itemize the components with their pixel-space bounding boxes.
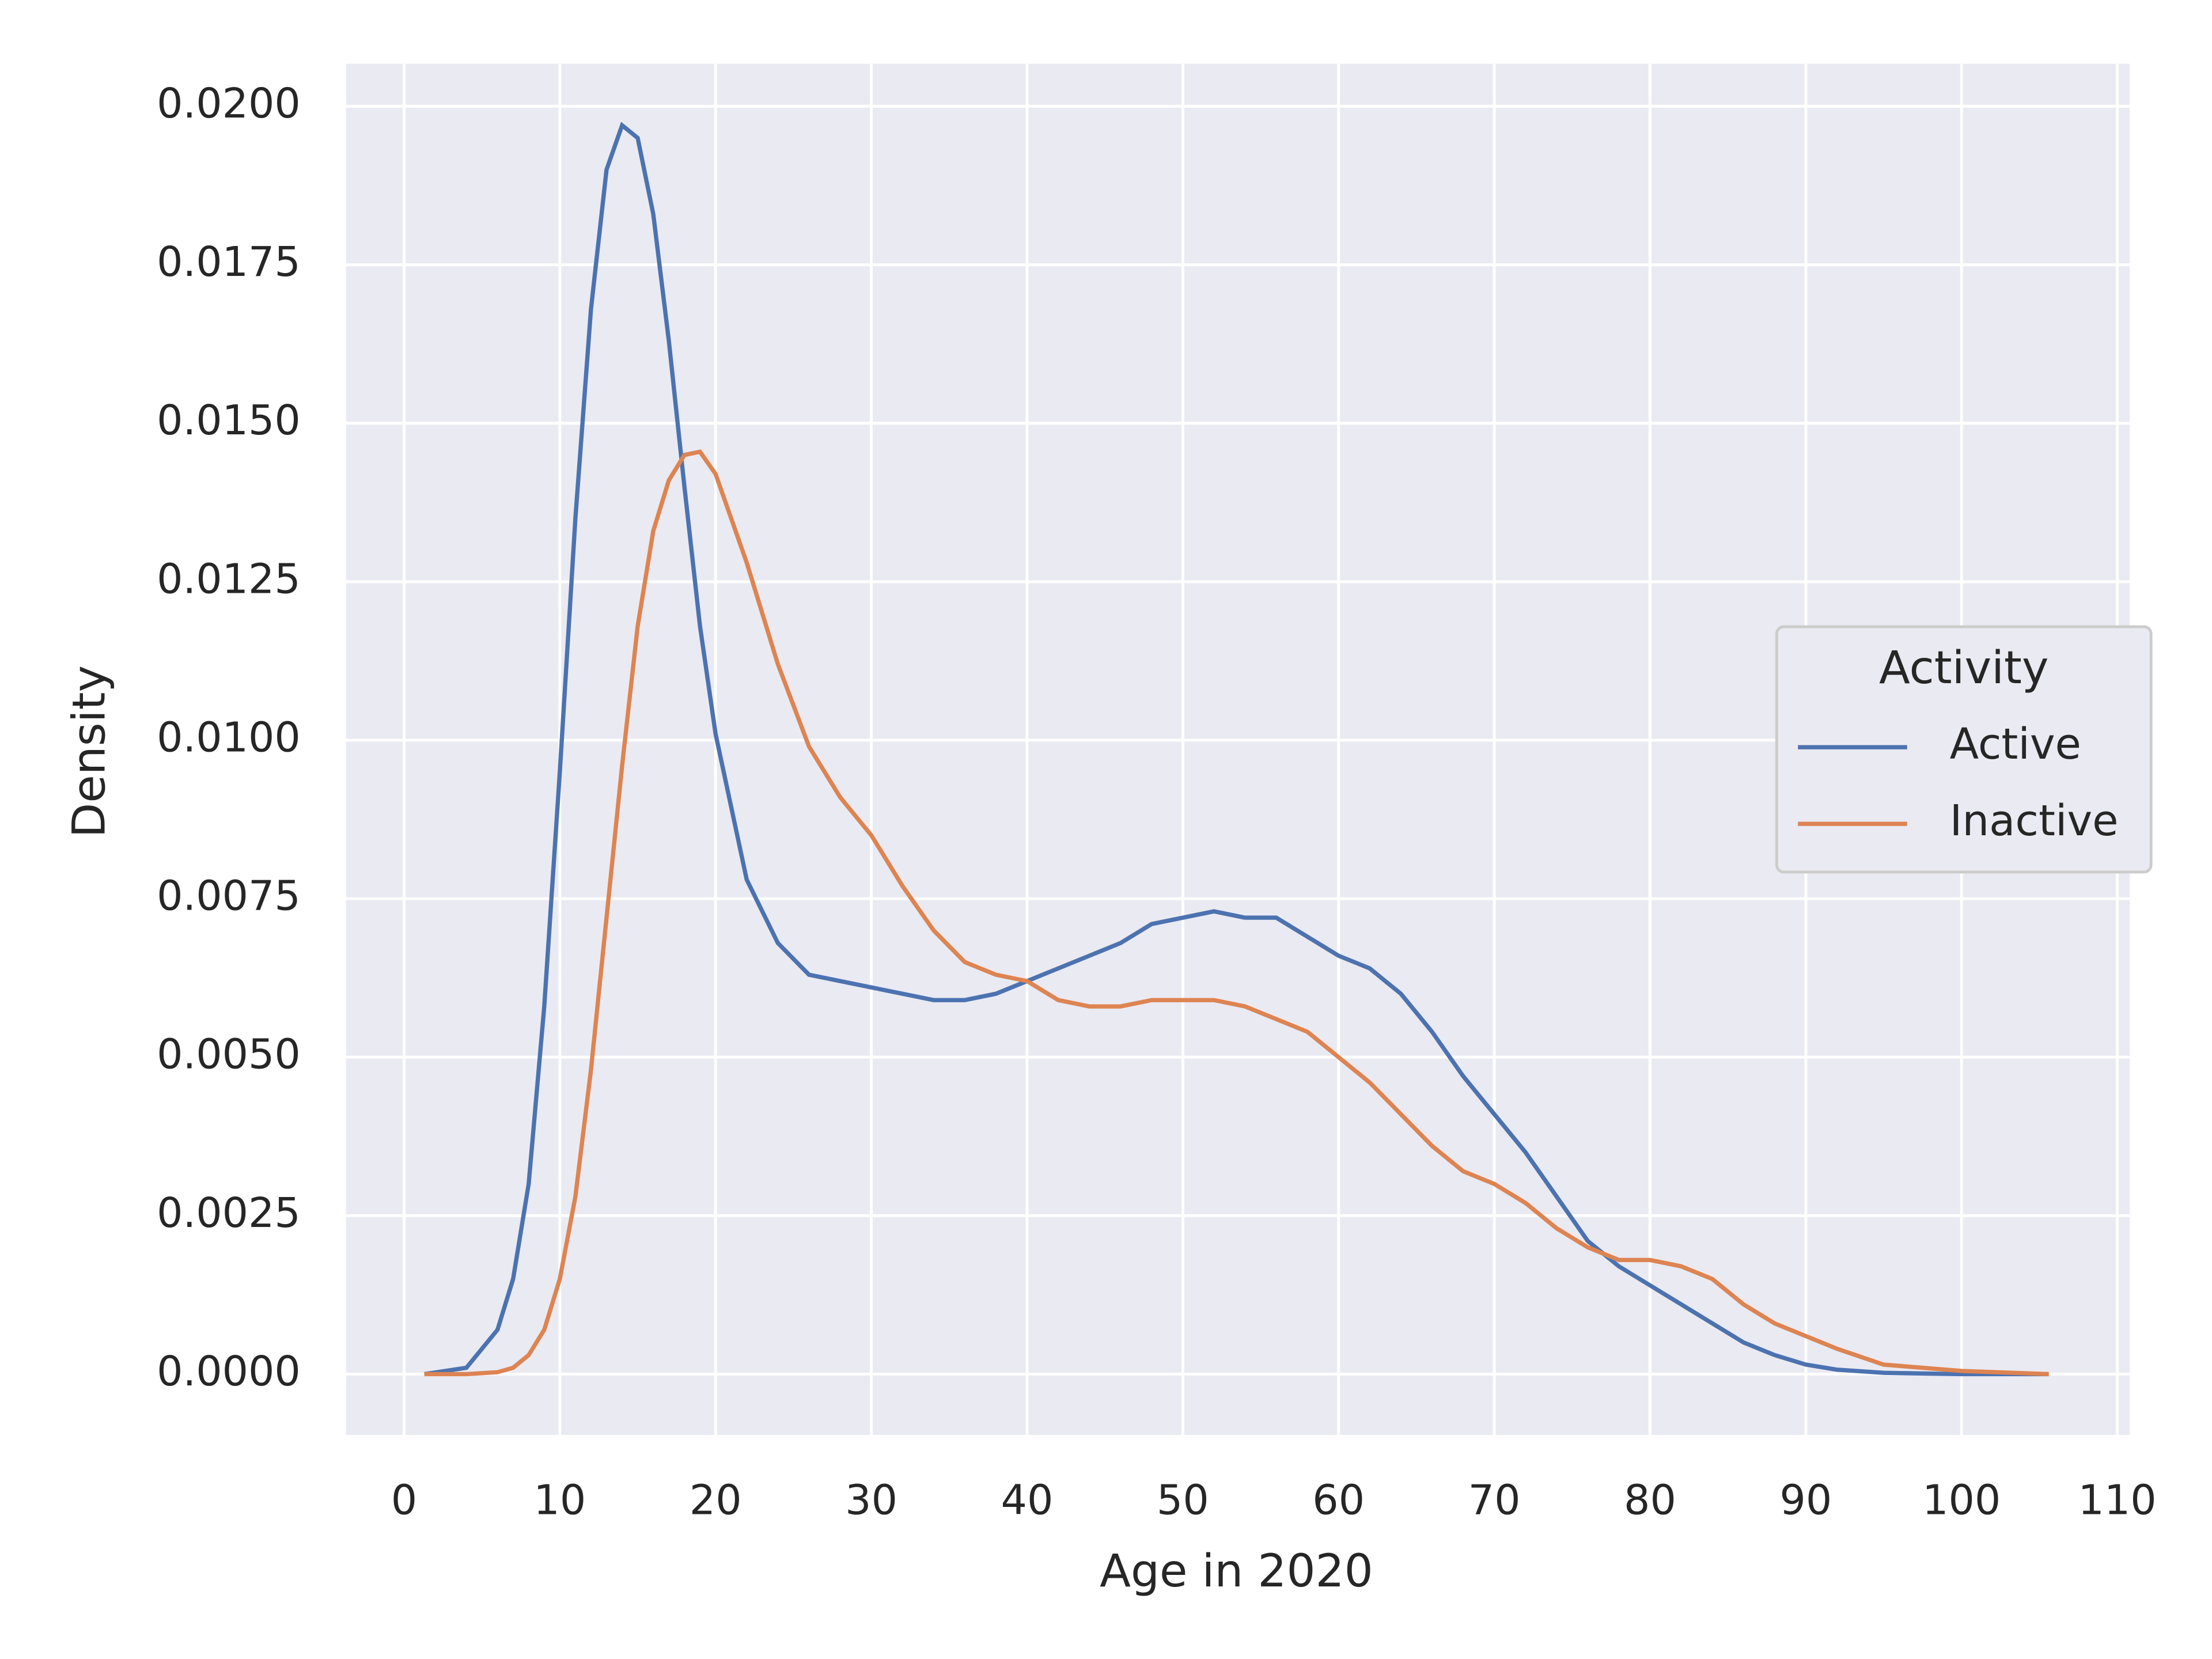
legend-box bbox=[1775, 625, 2153, 874]
x-tick-label: 100 bbox=[1922, 1476, 2001, 1524]
data-line bbox=[424, 122, 2049, 1377]
x-tick-label: 10 bbox=[533, 1476, 586, 1524]
legend-label: Active bbox=[1950, 719, 2081, 769]
x-tick-label: 90 bbox=[1779, 1476, 1832, 1524]
x-tick-label: 80 bbox=[1624, 1476, 1676, 1524]
y-tick-label: 0.0075 bbox=[157, 872, 301, 920]
x-axis-label: Age in 2020 bbox=[1100, 1544, 1373, 1597]
y-tick-label: 0.0050 bbox=[157, 1031, 301, 1078]
x-tick-label: 20 bbox=[690, 1476, 742, 1524]
x-tick-label: 110 bbox=[2078, 1476, 2156, 1524]
y-tick-label: 0.0200 bbox=[157, 79, 301, 127]
x-tick-label: 30 bbox=[845, 1476, 897, 1524]
legend-label: Inactive bbox=[1950, 796, 2119, 846]
x-tick-label: 40 bbox=[1001, 1476, 1054, 1524]
legend-title: Activity bbox=[1879, 641, 2049, 694]
y-tick-label: 0.0175 bbox=[157, 238, 301, 286]
y-tick-label: 0.0000 bbox=[157, 1347, 301, 1395]
y-axis-label: Density bbox=[62, 665, 115, 838]
x-tick-label: 50 bbox=[1157, 1476, 1209, 1524]
y-tick-label: 0.0125 bbox=[157, 555, 301, 603]
y-tick-label: 0.0150 bbox=[157, 396, 301, 444]
y-tick-label: 0.0025 bbox=[157, 1189, 301, 1237]
y-tick-label: 0.0100 bbox=[157, 713, 301, 761]
data-line bbox=[424, 449, 2049, 1377]
x-tick-label: 60 bbox=[1312, 1476, 1365, 1524]
x-tick-label: 70 bbox=[1468, 1476, 1521, 1524]
x-tick-label: 0 bbox=[391, 1476, 417, 1524]
